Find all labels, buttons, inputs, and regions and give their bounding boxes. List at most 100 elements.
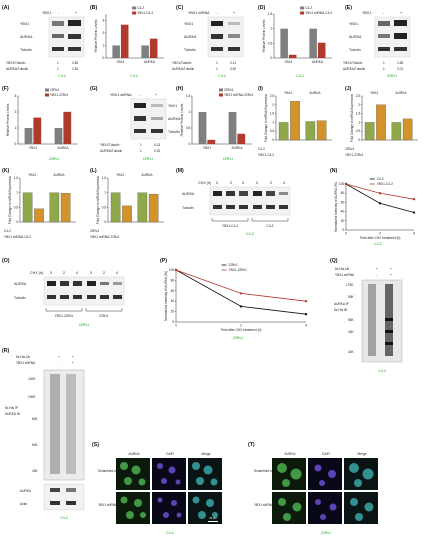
- x-tick-label: YBX1: [284, 60, 292, 64]
- group-label: AURKA: [396, 91, 408, 95]
- blot-row-label: AURKA: [182, 192, 195, 196]
- quant-value: 0.13: [154, 143, 160, 147]
- bar: [290, 101, 300, 141]
- panel-c-sign-2: +: [233, 11, 235, 15]
- legend-label: C4-2: [305, 6, 312, 10]
- sign: +: [390, 267, 392, 271]
- blot-row-label: YBX1: [20, 22, 29, 26]
- band: [60, 295, 69, 299]
- panel-i-letter: (I): [258, 86, 263, 92]
- group-label: AURKA: [142, 173, 154, 177]
- band: [213, 191, 222, 196]
- x-tick-label: 2: [240, 324, 242, 328]
- y-tick-label: 0: [16, 220, 18, 224]
- y-tick-label: 0.5: [270, 129, 275, 133]
- y-tick-label: 0: [172, 320, 174, 324]
- group-label: C4-2: [267, 224, 274, 228]
- time-label: 0: [216, 181, 218, 185]
- group-bracket: [85, 308, 123, 312]
- quant-value: 0.52: [230, 67, 236, 71]
- x-axis-label: Time after CHX treatment (h): [360, 236, 401, 240]
- row-label: YBX1 shRNA: [98, 503, 118, 507]
- panel-g: (G) YBX1 shRNA - + YBX1 AURKA Tubulin YB…: [90, 86, 181, 161]
- time-label: 0: [50, 271, 52, 275]
- band: [113, 295, 122, 299]
- panel-m-letter: (M): [176, 168, 184, 174]
- series-line: [345, 183, 415, 213]
- band: [68, 20, 81, 26]
- bar: [54, 128, 63, 144]
- sign: +: [72, 361, 74, 365]
- group-bracket: [45, 308, 83, 312]
- quant-label: YBX1/Tubulin: [343, 61, 363, 65]
- blot-row-label: YBX1: [184, 22, 193, 26]
- band: [113, 282, 122, 285]
- band: [66, 501, 76, 505]
- data-point: [378, 202, 382, 205]
- band: [385, 330, 393, 333]
- kda-label: 43K: [348, 330, 355, 334]
- kda-label: 95K: [348, 295, 355, 299]
- bar: [278, 122, 289, 141]
- micrograph: [152, 492, 186, 524]
- cell-line-label: 22Rv1: [321, 531, 331, 535]
- band: [151, 104, 163, 107]
- x-tick-label: 4: [305, 324, 307, 328]
- band: [47, 281, 56, 286]
- micrograph: [188, 458, 222, 490]
- bar: [22, 192, 33, 223]
- panel-p-letter: (P): [160, 258, 167, 264]
- series-line: [175, 269, 307, 302]
- data-point: [378, 192, 382, 195]
- cell-line-label: C4-2: [130, 74, 138, 78]
- quant-label: AURKA/Tubulin: [100, 149, 122, 153]
- panel-o-letter: (O): [2, 258, 10, 264]
- data-point: [304, 313, 308, 316]
- band: [60, 281, 69, 286]
- panel-o-blot: [43, 276, 125, 306]
- panel-d-letter: (D): [258, 5, 265, 11]
- quant-value: 2.65: [72, 61, 78, 65]
- quant-value: 0.32: [154, 149, 160, 153]
- quant-value: 2.01: [397, 67, 403, 71]
- y-tick-label: 0.5: [186, 126, 191, 130]
- kda-label: 55K: [348, 318, 355, 322]
- quant-value: 0.11: [230, 61, 236, 65]
- cond-label: YBX1 shRNA: [16, 361, 36, 365]
- band: [47, 295, 56, 299]
- y-tick-label: 1: [272, 120, 274, 124]
- y-tick-label: 0: [270, 56, 272, 60]
- bar: [137, 192, 148, 223]
- panel-c-letter: (C): [176, 5, 183, 11]
- scale-bar-label: 20 μm: [209, 516, 216, 520]
- bar: [402, 118, 413, 141]
- x-tick-label: AURKA: [232, 146, 244, 150]
- y-tick-label: 2.5: [270, 94, 275, 98]
- side-label: AURKA IP: [334, 302, 349, 306]
- time-label: 0: [256, 181, 258, 185]
- cond-label: 6x-His-Ub: [16, 355, 30, 359]
- blot-row-label: Actin: [20, 502, 27, 506]
- bar: [120, 24, 129, 58]
- group-row-label: C4-2: [258, 147, 265, 151]
- bar: [280, 28, 288, 58]
- micrograph: [308, 458, 342, 490]
- blot-row-label: YBX1: [168, 104, 177, 108]
- bar: [316, 120, 327, 141]
- cell-line-label: C4-2: [60, 516, 68, 520]
- band: [228, 22, 240, 25]
- y-tick-label: 0.5: [268, 41, 273, 45]
- quant-value: 1.65: [397, 61, 403, 65]
- band: [378, 34, 390, 38]
- group-label: AURKA: [54, 173, 66, 177]
- band: [228, 47, 240, 51]
- legend-label: 22Rv1: [229, 263, 238, 267]
- sign: +: [58, 355, 60, 359]
- data-point: [304, 300, 308, 303]
- y-tick-label: 1.5: [356, 112, 361, 116]
